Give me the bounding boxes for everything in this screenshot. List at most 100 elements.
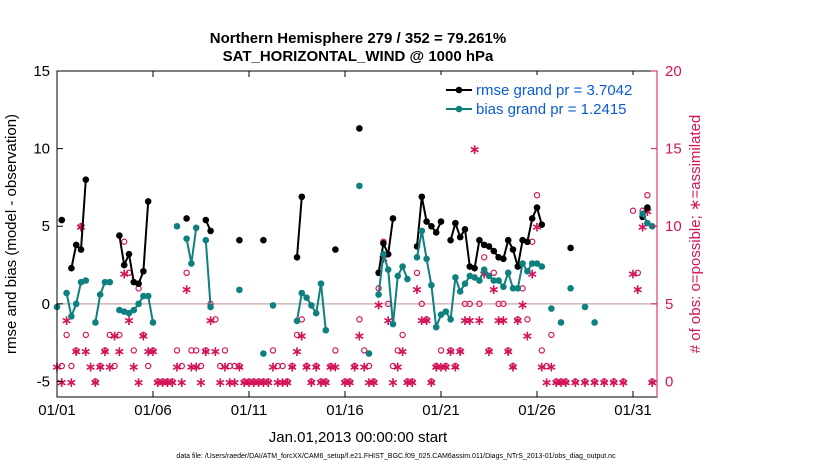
bias-point	[548, 305, 555, 312]
bias-point	[404, 275, 411, 283]
obs-possible-marker	[168, 378, 176, 385]
obs-possible-marker	[173, 347, 181, 354]
obs-possible-marker	[96, 362, 104, 370]
bias-point	[140, 292, 147, 300]
obs-assimilated-marker: ∗	[310, 359, 322, 375]
obs-possible-marker	[601, 378, 608, 385]
rmse-point	[428, 222, 435, 230]
y-left-tick-label: 5	[42, 218, 50, 235]
obs-assimilated-marker: ∗	[608, 375, 620, 391]
bias-point	[495, 277, 502, 284]
obs-assimilated-marker: ∗	[262, 375, 274, 391]
bias-point	[183, 235, 190, 242]
bias-point	[312, 309, 320, 317]
obs-possible-marker	[111, 362, 118, 370]
obs-possible-marker	[58, 362, 66, 370]
obs-possible-marker	[370, 378, 377, 385]
bias-point	[490, 277, 498, 284]
obs-possible-marker	[269, 347, 277, 354]
obs-possible-marker	[183, 269, 190, 277]
obs-assimilated-marker: ∗	[358, 359, 370, 375]
plot-area	[57, 71, 657, 397]
obs-possible-marker	[433, 362, 440, 370]
obs-assimilated-marker: ∗	[555, 375, 567, 391]
obs-assimilated-marker: ∗	[435, 359, 447, 375]
bias-point	[375, 291, 382, 298]
obs-assimilated-marker: ∗	[445, 344, 457, 360]
x-tick-label: 01/11	[231, 402, 267, 419]
obs-possible-marker	[303, 362, 310, 370]
bias-point	[92, 319, 99, 326]
obs-assimilated-marker: ∗	[454, 344, 466, 360]
obs-assimilated-marker: ∗	[152, 375, 164, 391]
obs-possible-marker	[106, 331, 114, 339]
rmse-point	[538, 221, 546, 228]
obs-assimilated-marker: ∗	[56, 375, 68, 391]
y-right-tick-label: 20	[665, 63, 682, 80]
data-file-footnote: data file: /Users/raeder/DAI/ATM_forcXX/…	[176, 453, 616, 460]
y-axis-right-label: # of obs: o=possible; ∗=assimilated	[687, 115, 704, 354]
obs-assimilated-marker: ∗	[627, 266, 639, 282]
rmse-line-segment	[70, 179, 87, 269]
obs-assimilated-marker: ∗	[330, 359, 342, 375]
obs-assimilated-marker: ∗	[546, 359, 558, 375]
obs-possible-marker	[452, 362, 459, 370]
rmse-point	[514, 263, 522, 270]
bias-point	[442, 308, 450, 315]
obs-assimilated-marker: ∗	[502, 344, 514, 360]
obs-possible-marker	[428, 378, 435, 385]
obs-assimilated-marker: ∗	[248, 375, 260, 391]
obs-assimilated-marker: ∗	[272, 375, 284, 391]
obs-assimilated-marker: ∗	[118, 266, 130, 282]
obs-possible-marker	[202, 347, 209, 354]
rmse-point	[533, 204, 541, 211]
obs-possible-marker	[562, 378, 570, 385]
obs-assimilated-marker: ∗	[526, 266, 538, 282]
y-right-tick-label: 15	[665, 141, 682, 158]
bias-point	[591, 319, 598, 326]
obs-assimilated-marker: ∗	[349, 359, 361, 375]
bias-point	[236, 286, 243, 294]
obs-assimilated-marker: ∗	[579, 375, 591, 391]
obs-possible-marker	[543, 362, 550, 370]
bias-point	[514, 285, 522, 292]
obs-possible-marker	[140, 331, 147, 339]
obs-assimilated-marker: ∗	[94, 359, 106, 375]
obs-assimilated-marker: ∗	[296, 328, 308, 344]
obs-assimilated-marker: ∗	[368, 375, 380, 391]
bias-point	[639, 210, 646, 218]
bias-point	[519, 260, 526, 267]
obs-possible-marker	[351, 362, 358, 370]
bias-point	[125, 309, 133, 317]
obs-possible-marker	[289, 362, 296, 370]
bias-point	[63, 289, 70, 297]
obs-possible-marker	[265, 378, 272, 385]
bias-point	[480, 266, 488, 274]
rmse-point	[144, 198, 152, 205]
rmse-point	[125, 250, 133, 258]
obs-assimilated-marker: ∗	[229, 375, 241, 391]
rmse-point	[380, 240, 387, 247]
rmse-point	[384, 250, 392, 258]
bias-point	[293, 317, 301, 325]
obs-assimilated-marker: ∗	[406, 375, 418, 391]
bias-point	[557, 319, 565, 326]
y-right-tick-label: 10	[665, 218, 682, 235]
obs-assimilated-marker: ∗	[171, 359, 183, 375]
rmse-point	[207, 227, 214, 235]
obs-assimilated-marker: ∗	[238, 375, 250, 391]
obs-assimilated-marker: ∗	[234, 359, 246, 375]
rmse-point	[236, 236, 243, 244]
obs-possible-marker	[476, 300, 483, 308]
rmse-point	[567, 244, 574, 252]
bias-point	[322, 326, 330, 334]
x-tick-label: 01/06	[134, 402, 172, 419]
x-tick-label: 01/16	[326, 402, 364, 419]
rmse-series	[58, 125, 651, 287]
rmse-point	[471, 264, 478, 272]
obs-possible-marker	[629, 207, 637, 214]
bias-point	[298, 289, 306, 297]
obs-possible-marker	[178, 362, 185, 370]
obs-possible-marker	[221, 347, 229, 354]
